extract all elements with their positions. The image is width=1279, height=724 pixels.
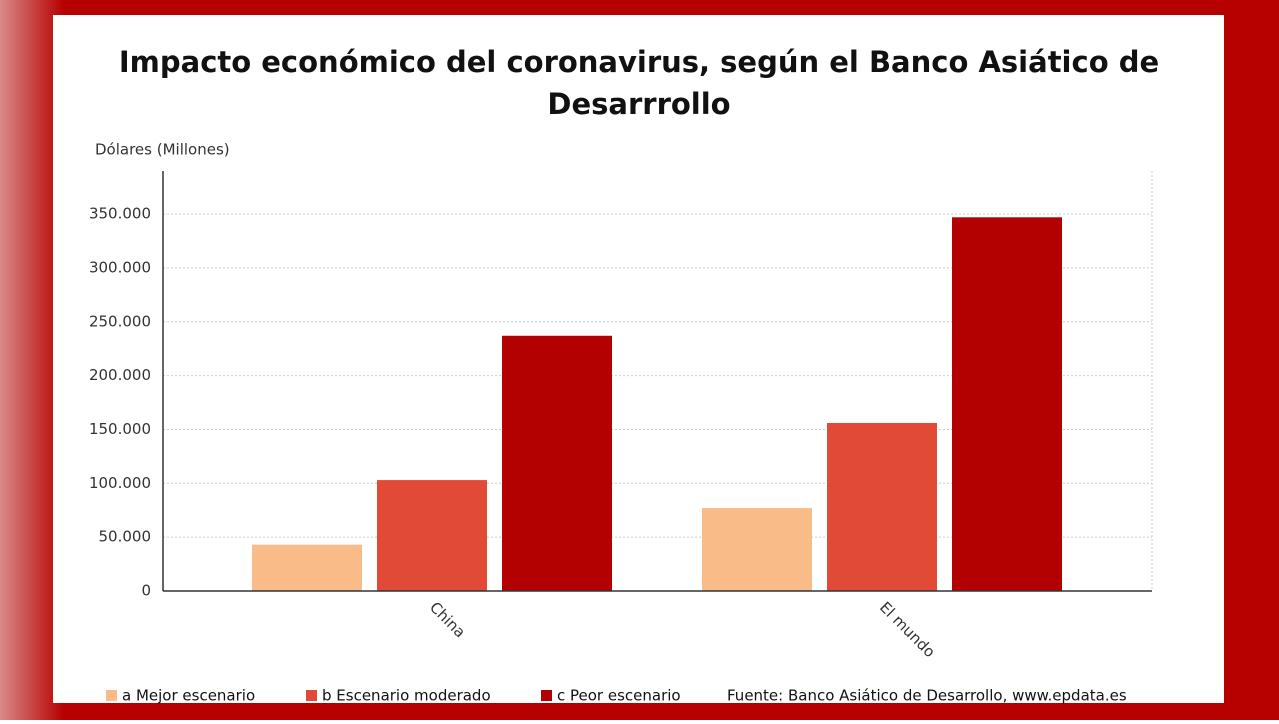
bar (952, 217, 1062, 592)
legend-swatch (541, 690, 552, 701)
legend-label: c Peor escenario (557, 687, 681, 705)
bar (502, 335, 612, 591)
y-tick-label: 50.000 (99, 528, 152, 546)
bar (827, 423, 937, 591)
y-tick-label: 350.000 (89, 205, 151, 223)
y-tick-label: 250.000 (89, 312, 151, 330)
bar (252, 544, 362, 591)
y-tick-label: 300.000 (89, 258, 151, 276)
legend-swatch (106, 690, 117, 701)
source: Fuente: Banco Asiático de Desarrollo, ww… (727, 687, 1127, 705)
y-tick-label: 0 (141, 582, 151, 600)
legend-swatch (306, 690, 317, 701)
y-tick-label: 100.000 (89, 474, 151, 492)
bar (377, 480, 487, 591)
bar (702, 508, 812, 591)
chart-title: Impacto económico del coronavirus, según… (119, 45, 1159, 121)
y-tick-label: 150.000 (89, 420, 151, 438)
legend-label: a Mejor escenario (122, 687, 255, 705)
y-tick-label: 200.000 (89, 366, 151, 384)
y-axis-label: Dólares (Millones) (95, 141, 230, 159)
legend-label: b Escenario moderado (322, 687, 491, 705)
